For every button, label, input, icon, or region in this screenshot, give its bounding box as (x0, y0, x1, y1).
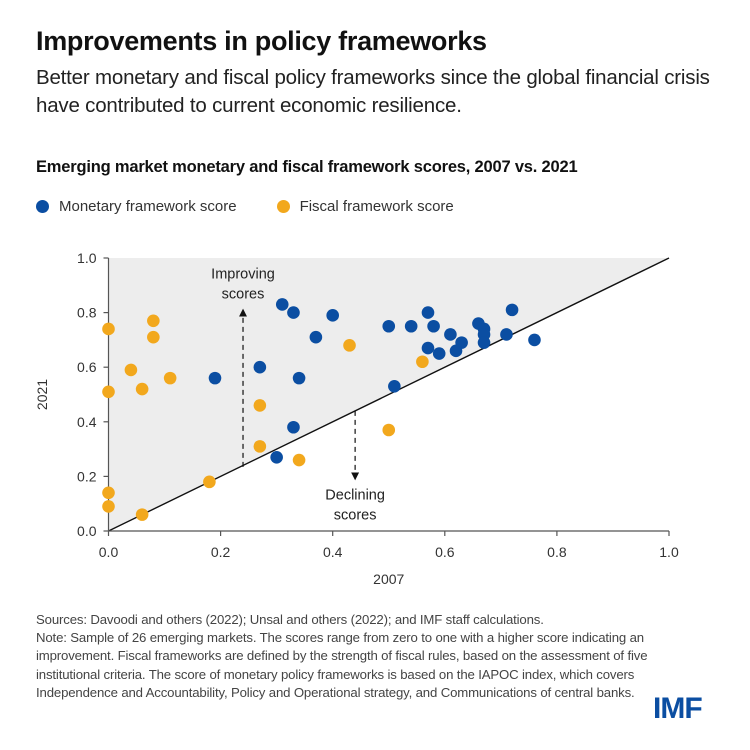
fiscal-point (147, 330, 160, 344)
scatter-plot: 0.0 0.2 0.4 0.6 0.8 1.0 0.0 0.2 0.4 0.6 0.8 1.0 Imp… (34, 250, 679, 587)
improving-label: Improving (211, 267, 275, 283)
fiscal-point (253, 440, 267, 453)
footnote-note: Note: Sample of 26 emerging markets. The… (36, 630, 648, 700)
chart-legend: Monetary framework score Fiscal framewor… (36, 198, 494, 215)
monetary-point (528, 333, 541, 347)
monetary-point (275, 298, 289, 311)
y-tick-label: 0.4 (77, 414, 97, 430)
monetary-point (421, 306, 435, 319)
monetary-point (500, 328, 513, 341)
monetary-point (432, 347, 446, 360)
chart-title: Emerging market monetary and fiscal fram… (36, 158, 578, 176)
monetary-point (253, 360, 267, 374)
monetary-point (309, 330, 323, 344)
footnote-sources: Sources: Davoodi and others (2022); Unsa… (36, 612, 544, 627)
fiscal-point (292, 453, 306, 467)
monetary-point (287, 420, 300, 434)
x-tick-label: 0.0 (99, 544, 119, 560)
imf-logo: IMF (653, 692, 703, 725)
declining-label: Declining (325, 487, 385, 503)
fiscal-point (253, 399, 267, 412)
fiscal-point (102, 385, 115, 399)
y-tick-label: 1.0 (77, 250, 97, 266)
x-tick-label: 0.8 (547, 544, 567, 560)
page-title: Improvements in policy frameworks (36, 26, 487, 56)
y-tick-label: 0.6 (77, 359, 97, 375)
fiscal-point (135, 382, 149, 396)
x-tick-label: 1.0 (659, 544, 679, 560)
x-tick-label: 0.6 (435, 544, 455, 560)
y-tick-label: 0.2 (77, 468, 97, 484)
y-tick-label: 0.8 (77, 305, 97, 321)
y-axis-title: 2021 (34, 379, 50, 410)
monetary-point (449, 344, 463, 358)
legend-label-monetary: Monetary framework score (59, 198, 237, 215)
reference-45-degree-line (108, 257, 670, 532)
axes: 0.0 0.2 0.4 0.6 0.8 1.0 0.0 0.2 0.4 0.6 0.8 1.0 (77, 250, 679, 560)
monetary-point (404, 319, 418, 333)
fiscal-point (147, 314, 160, 328)
monetary-point (421, 341, 435, 355)
improving-label: scores (222, 287, 265, 303)
monetary-point (388, 380, 401, 393)
fiscal-point (343, 339, 356, 352)
fiscal-point (102, 322, 115, 336)
fiscal-point (102, 500, 115, 513)
monetary-point (208, 371, 222, 385)
page-subtitle: Better monetary and fiscal policy framew… (36, 66, 710, 117)
x-tick-label: 0.2 (211, 544, 231, 560)
monetary-point (292, 371, 306, 385)
legend-item-monetary: Monetary framework score (36, 198, 237, 215)
legend-marker-fiscal (276, 200, 290, 213)
monetary-point (427, 319, 440, 333)
fiscal-point (416, 355, 429, 369)
series-monetary (208, 298, 541, 464)
fiscal-point (102, 486, 115, 500)
monetary-point (382, 319, 396, 333)
monetary-point (444, 328, 457, 341)
fiscal-point (135, 508, 149, 521)
fiscal-point (163, 371, 177, 385)
footnote: Sources: Davoodi and others (2022); Unsa… (36, 611, 656, 702)
monetary-point (287, 306, 300, 319)
x-tick-label: 0.4 (323, 544, 343, 560)
x-axis-title: 2007 (373, 571, 404, 587)
monetary-point (326, 309, 340, 322)
fiscal-point (203, 475, 216, 489)
monetary-point (270, 450, 283, 464)
legend-label-fiscal: Fiscal framework score (299, 198, 454, 215)
series-fiscal (102, 314, 429, 521)
legend-marker-monetary (36, 200, 49, 213)
fiscal-point (382, 423, 396, 437)
declining-label: scores (334, 507, 377, 523)
legend-item-fiscal: Fiscal framework score (276, 198, 454, 215)
data-points (102, 298, 541, 521)
monetary-point (505, 303, 519, 317)
fiscal-point (124, 363, 138, 377)
monetary-point (477, 336, 491, 349)
annotations: Improving scores Declining scores (211, 267, 385, 524)
y-tick-label: 0.0 (77, 523, 97, 539)
